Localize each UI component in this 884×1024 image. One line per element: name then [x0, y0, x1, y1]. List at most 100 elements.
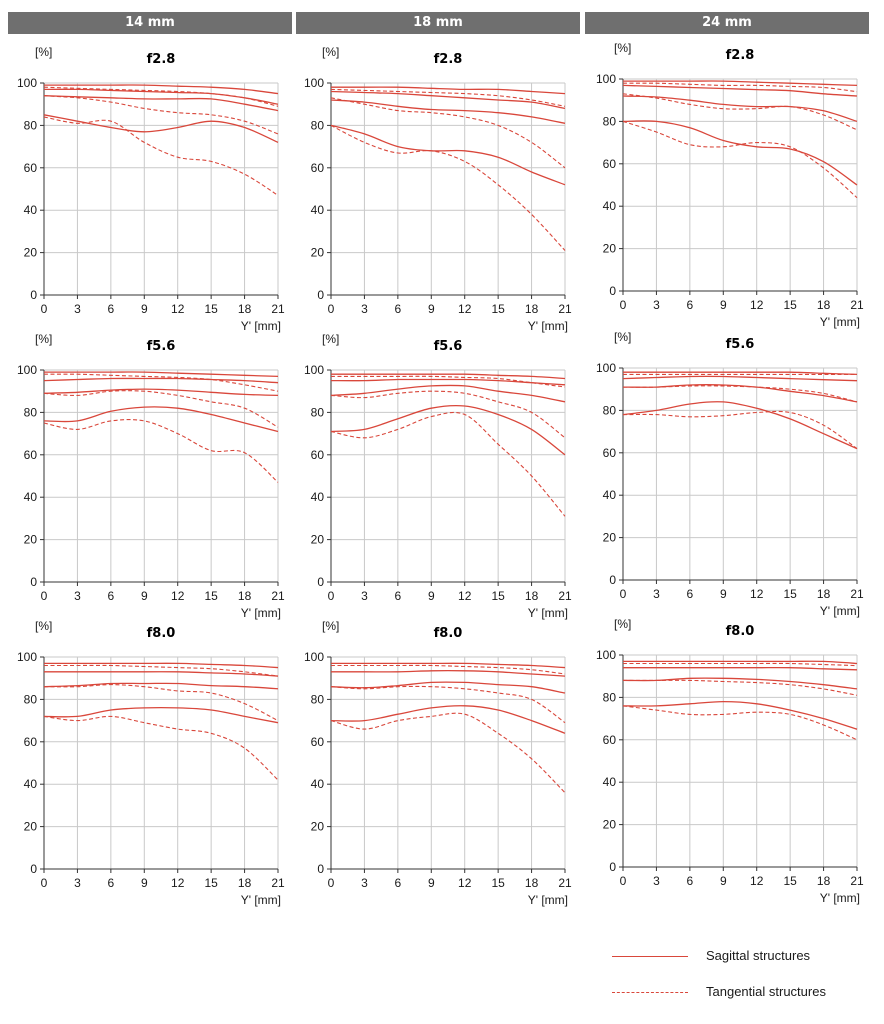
- x-axis-label: Y' [mm]: [241, 893, 281, 907]
- series-line-tangential: [43, 390, 279, 428]
- x-tick-label: 15: [204, 302, 218, 316]
- series-line-sagittal: [330, 404, 566, 456]
- series-line-sagittal: [623, 80, 858, 87]
- series-line-tangential: [622, 410, 858, 450]
- y-tick-label: 60: [311, 448, 325, 462]
- x-tick-label: 9: [720, 874, 727, 888]
- y-axis-unit-label: [%]: [614, 617, 631, 631]
- y-tick-label: 100: [17, 650, 37, 664]
- series-line-sagittal: [330, 378, 566, 386]
- column-header-14mm: 14 mm: [8, 12, 292, 34]
- y-tick-label: 0: [30, 575, 37, 589]
- y-tick-label: 0: [609, 284, 616, 298]
- y-tick-label: 0: [317, 288, 324, 302]
- series-line-tangential: [44, 664, 279, 677]
- series-line-sagittal: [622, 700, 858, 730]
- y-axis-unit-label: [%]: [322, 619, 339, 633]
- series-line-sagittal: [622, 401, 858, 450]
- y-axis-unit-label: [%]: [614, 41, 631, 55]
- series-line-sagittal: [43, 377, 279, 384]
- x-tick-label: 3: [74, 302, 81, 316]
- x-tick-label: 18: [817, 298, 831, 312]
- x-tick-label: 9: [428, 302, 435, 316]
- y-axis-unit-label: [%]: [614, 330, 631, 344]
- x-tick-label: 6: [687, 874, 694, 888]
- y-tick-label: 0: [30, 288, 37, 302]
- x-tick-label: 3: [653, 874, 660, 888]
- panel-title: f8.0: [726, 624, 755, 639]
- panel-title: f5.6: [726, 337, 755, 352]
- x-tick-label: 18: [817, 587, 831, 601]
- x-tick-label: 18: [525, 302, 539, 316]
- y-tick-label: 20: [603, 242, 617, 256]
- y-axis-unit-label: [%]: [35, 619, 52, 633]
- x-tick-label: 9: [428, 589, 435, 603]
- series-line-sagittal: [330, 681, 566, 694]
- y-tick-label: 60: [311, 735, 325, 749]
- x-tick-label: 6: [108, 302, 115, 316]
- y-axis-unit-label: [%]: [322, 332, 339, 346]
- x-tick-label: 9: [141, 302, 148, 316]
- x-tick-label: 6: [108, 589, 115, 603]
- x-tick-label: 9: [720, 587, 727, 601]
- series-line-sagittal: [622, 120, 858, 186]
- x-tick-label: 0: [620, 298, 627, 312]
- series-line-sagittal: [623, 371, 858, 376]
- x-tick-label: 15: [491, 589, 505, 603]
- x-tick-label: 21: [271, 302, 285, 316]
- y-tick-label: 20: [603, 531, 617, 545]
- panel-title: f5.6: [147, 339, 176, 354]
- x-tick-label: 6: [687, 587, 694, 601]
- series-line-sagittal: [43, 88, 279, 105]
- panel-title: f2.8: [147, 52, 176, 67]
- series-line-sagittal: [623, 666, 858, 671]
- panel-title: f2.8: [726, 48, 755, 63]
- series-line-tangential: [623, 679, 858, 696]
- y-tick-label: 100: [304, 650, 324, 664]
- series-line-sagittal: [622, 677, 858, 690]
- y-tick-label: 40: [311, 490, 325, 504]
- series-line-tangential: [43, 95, 279, 135]
- y-tick-label: 100: [304, 76, 324, 90]
- x-tick-label: 15: [783, 587, 797, 601]
- x-tick-label: 0: [328, 589, 335, 603]
- x-tick-label: 0: [620, 874, 627, 888]
- series-line-sagittal: [622, 384, 858, 403]
- x-tick-label: 15: [491, 876, 505, 890]
- x-tick-label: 12: [750, 298, 764, 312]
- y-tick-label: 20: [311, 246, 325, 260]
- y-tick-label: 80: [24, 692, 38, 706]
- x-tick-label: 21: [271, 876, 285, 890]
- panel-title: f2.8: [434, 52, 463, 67]
- x-tick-label: 0: [41, 589, 48, 603]
- x-tick-label: 3: [74, 589, 81, 603]
- x-axis-label: Y' [mm]: [820, 891, 860, 905]
- x-axis-label: Y' [mm]: [528, 606, 568, 620]
- y-tick-label: 80: [311, 405, 325, 419]
- series-line-tangential: [43, 419, 279, 483]
- x-tick-label: 0: [620, 587, 627, 601]
- series-line-sagittal: [43, 682, 279, 690]
- x-tick-label: 9: [141, 876, 148, 890]
- y-tick-label: 100: [596, 361, 616, 375]
- y-tick-label: 100: [304, 363, 324, 377]
- x-tick-label: 15: [204, 589, 218, 603]
- series-line-tangential: [330, 712, 566, 794]
- y-tick-label: 60: [24, 161, 38, 175]
- series-line-sagittal: [331, 373, 566, 380]
- x-tick-label: 0: [41, 302, 48, 316]
- series-line-tangential: [330, 88, 566, 107]
- y-tick-label: 0: [609, 573, 616, 587]
- series-line-sagittal: [43, 662, 279, 669]
- x-tick-label: 12: [171, 876, 185, 890]
- y-tick-label: 80: [603, 403, 617, 417]
- x-tick-label: 6: [395, 589, 402, 603]
- series-line-tangential: [330, 685, 566, 724]
- y-tick-label: 0: [317, 862, 324, 876]
- y-tick-label: 80: [311, 692, 325, 706]
- series-line-sagittal: [43, 95, 279, 112]
- x-tick-label: 9: [720, 298, 727, 312]
- series-line-sagittal: [43, 114, 279, 143]
- x-tick-label: 21: [850, 587, 864, 601]
- y-tick-label: 100: [596, 72, 616, 86]
